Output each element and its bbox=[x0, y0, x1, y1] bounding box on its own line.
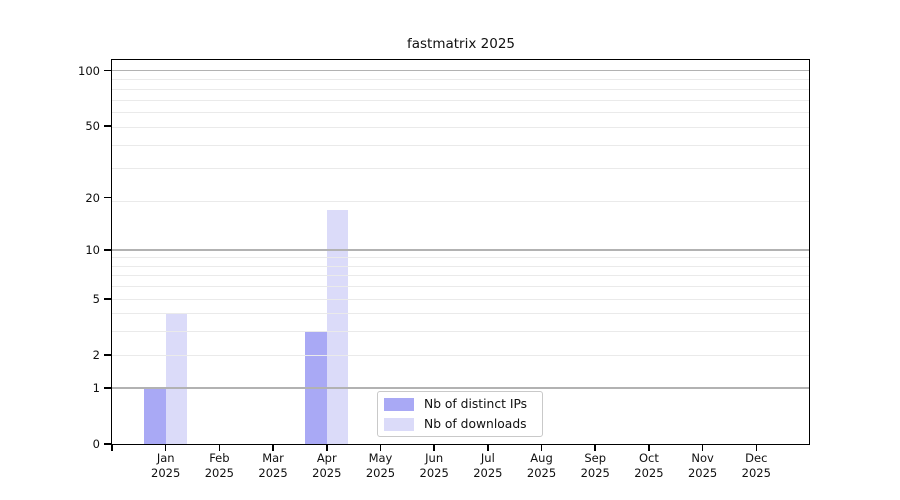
x-tick-year: 2025 bbox=[473, 466, 503, 480]
y-axis-tick bbox=[104, 125, 112, 127]
x-axis-tick-label: Dec 2025 bbox=[729, 451, 783, 481]
y-axis-tick-label: 100 bbox=[78, 63, 100, 78]
minor-gridline bbox=[112, 265, 810, 267]
x-axis-tick bbox=[433, 444, 435, 451]
legend-entry: Nb of downloads bbox=[384, 416, 534, 433]
x-tick-month: Mar bbox=[262, 451, 284, 465]
x-tick-month: Oct bbox=[638, 451, 659, 465]
minor-gridline bbox=[112, 145, 810, 147]
minor-gridline bbox=[112, 275, 810, 277]
minor-gridline bbox=[112, 79, 810, 81]
y-axis-tick bbox=[104, 249, 112, 251]
x-tick-year: 2025 bbox=[419, 466, 449, 480]
legend: Nb of distinct IPs Nb of downloads bbox=[377, 391, 543, 437]
legend-label: Nb of distinct IPs bbox=[424, 397, 528, 411]
minor-gridline bbox=[112, 168, 810, 170]
y-axis-tick-label: 1 bbox=[92, 380, 100, 395]
x-tick-month: Aug bbox=[530, 451, 553, 465]
y-axis-tick bbox=[104, 298, 112, 300]
minor-gridline bbox=[112, 99, 810, 101]
x-axis-tick-label: Mar 2025 bbox=[246, 451, 300, 481]
x-axis-tick bbox=[701, 444, 704, 451]
y-axis-tick-label: 50 bbox=[85, 118, 100, 133]
y-axis-tick-label: 5 bbox=[92, 292, 100, 307]
x-axis-tick-label: Sep 2025 bbox=[568, 451, 622, 481]
y-axis-tick-label: 10 bbox=[85, 242, 100, 257]
legend-label: Nb of downloads bbox=[424, 417, 527, 431]
x-tick-month: Jan bbox=[156, 451, 175, 465]
x-tick-year: 2025 bbox=[365, 466, 396, 480]
x-tick-month: Jul bbox=[480, 451, 495, 465]
x-tick-year: 2025 bbox=[258, 466, 288, 480]
x-axis-tick bbox=[326, 444, 328, 451]
x-tick-month: Sep bbox=[584, 451, 607, 465]
x-axis-tick bbox=[648, 444, 650, 451]
major-gridline bbox=[112, 69, 810, 72]
x-axis-tick-label: Jan 2025 bbox=[139, 451, 193, 481]
legend-entry: Nb of distinct IPs bbox=[384, 396, 534, 413]
x-axis-tick bbox=[540, 444, 543, 451]
x-axis-tick-label: May 2025 bbox=[353, 451, 407, 481]
minor-gridline bbox=[112, 257, 810, 259]
legend-swatch-distinct-ips bbox=[384, 397, 414, 411]
x-tick-year: 2025 bbox=[741, 466, 771, 480]
x-tick-month: Feb bbox=[209, 451, 230, 465]
x-tick-year: 2025 bbox=[204, 466, 235, 480]
legend-swatch-downloads bbox=[384, 417, 414, 431]
x-tick-year: 2025 bbox=[580, 466, 610, 480]
x-tick-year: 2025 bbox=[526, 466, 557, 480]
x-axis-tick bbox=[487, 444, 489, 451]
x-axis-tick-label: Jun 2025 bbox=[407, 451, 461, 481]
minor-gridline bbox=[112, 298, 810, 300]
x-axis-tick bbox=[755, 444, 758, 451]
bar-distinct-ips bbox=[144, 387, 166, 444]
x-tick-year: 2025 bbox=[634, 466, 664, 480]
x-axis-tick bbox=[218, 444, 221, 451]
x-tick-month: Jun bbox=[425, 451, 444, 465]
minor-gridline bbox=[112, 313, 810, 315]
minor-gridline bbox=[112, 201, 810, 203]
minor-gridline bbox=[112, 88, 810, 90]
x-axis-tick-label: Apr 2025 bbox=[300, 451, 354, 481]
x-axis-tick-label: Jul 2025 bbox=[461, 451, 515, 481]
minor-gridline bbox=[112, 112, 810, 114]
x-tick-month: Apr bbox=[316, 451, 337, 465]
minor-gridline bbox=[112, 354, 810, 356]
y-axis-tick-label: 2 bbox=[92, 348, 100, 363]
y-axis-tick bbox=[104, 354, 112, 356]
bar-downloads bbox=[165, 313, 188, 444]
x-tick-year: 2025 bbox=[687, 466, 718, 480]
minor-gridline bbox=[112, 126, 810, 128]
x-tick-year: 2025 bbox=[151, 466, 181, 480]
x-tick-month: May bbox=[368, 451, 393, 465]
bar-distinct-ips bbox=[305, 331, 327, 444]
y-axis-tick bbox=[104, 387, 112, 389]
x-axis-tick-label: Nov 2025 bbox=[676, 451, 730, 481]
x-tick-year: 2025 bbox=[312, 466, 342, 480]
x-axis-tick-label: Feb 2025 bbox=[192, 451, 246, 481]
y-axis-tick bbox=[104, 443, 112, 445]
x-axis-tick bbox=[379, 444, 382, 451]
x-tick-month: Nov bbox=[691, 451, 714, 465]
minor-gridline bbox=[112, 331, 810, 333]
x-axis-tick-label: Oct 2025 bbox=[622, 451, 676, 481]
y-axis-tick-label: 20 bbox=[85, 190, 100, 205]
x-tick-month: Dec bbox=[745, 451, 768, 465]
x-axis-tick-label: Aug 2025 bbox=[515, 451, 569, 481]
major-gridline bbox=[112, 387, 810, 389]
major-gridline bbox=[112, 249, 810, 251]
x-axis-corner-tick bbox=[111, 444, 113, 451]
bar-downloads bbox=[326, 210, 349, 444]
chart-title: fastmatrix 2025 bbox=[406, 36, 515, 52]
y-axis-tick bbox=[104, 196, 112, 199]
y-axis-tick-label: 0 bbox=[92, 437, 100, 451]
minor-gridline bbox=[112, 286, 810, 288]
x-axis-tick bbox=[272, 444, 274, 451]
x-axis-tick bbox=[594, 444, 596, 451]
x-axis-tick bbox=[164, 444, 167, 451]
y-axis-tick bbox=[104, 69, 112, 72]
plot-area bbox=[112, 60, 810, 444]
